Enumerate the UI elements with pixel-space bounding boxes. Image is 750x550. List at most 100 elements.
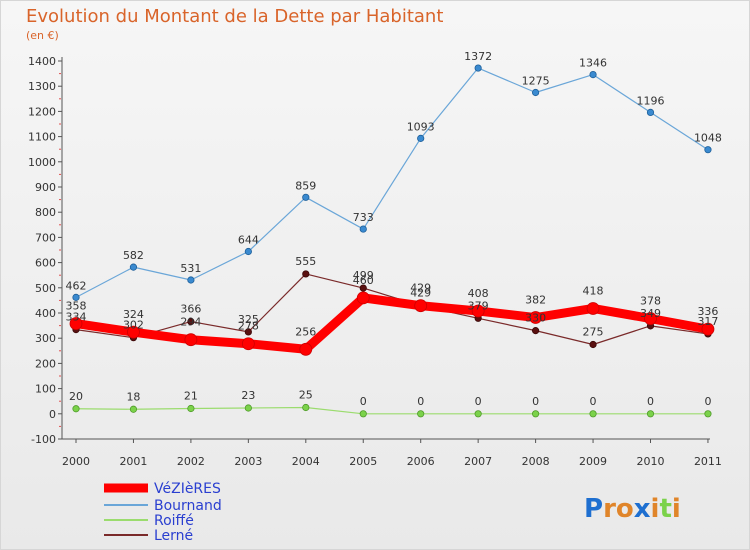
y-tick-label: 1300: [28, 80, 56, 93]
data-point: [589, 71, 597, 79]
y-tick-label: 1400: [28, 55, 56, 68]
axes: -100010020030040050060070080090010001100…: [28, 55, 722, 468]
data-label: 0: [475, 395, 482, 408]
data-point: [302, 193, 310, 201]
y-tick-label: -100: [31, 433, 56, 446]
legend-label: Bournand: [154, 498, 222, 514]
y-tick-label: 600: [35, 257, 56, 270]
data-label: 499: [353, 269, 374, 282]
data-label: 555: [295, 255, 316, 268]
data-label: 1346: [579, 57, 607, 70]
data-point: [701, 322, 715, 336]
x-tick-label: 2006: [407, 455, 435, 468]
series-layer: [69, 64, 715, 418]
data-label: 294: [180, 316, 201, 329]
x-tick-label: 2011: [694, 455, 722, 468]
data-label: 1372: [464, 50, 492, 63]
data-point: [531, 327, 540, 335]
data-point: [646, 410, 655, 418]
data-label: 429: [410, 282, 431, 295]
y-tick-label: 500: [35, 282, 56, 295]
data-label: 1093: [407, 120, 435, 133]
y-tick-label: 200: [35, 357, 56, 370]
x-tick-label: 2009: [579, 455, 607, 468]
x-tick-label: 2002: [177, 455, 205, 468]
x-tick-label: 2004: [292, 455, 320, 468]
x-tick-label: 2010: [637, 455, 665, 468]
data-label: 278: [238, 320, 259, 333]
data-point: [471, 304, 485, 318]
data-point: [531, 88, 540, 97]
data-label: 256: [295, 325, 316, 338]
series-line: [71, 293, 713, 354]
y-tick-label: 1000: [28, 156, 56, 169]
data-label: 317: [697, 315, 718, 328]
series-0: [69, 291, 715, 356]
data-point: [474, 410, 482, 418]
data-label: 0: [532, 395, 539, 408]
legend-label: Lerné: [154, 528, 193, 544]
y-tick-label: 700: [35, 231, 56, 244]
y-tick-label: 100: [35, 383, 56, 396]
data-point: [129, 263, 138, 271]
data-label: 302: [123, 319, 144, 332]
data-point: [359, 225, 367, 233]
y-tick-label: 400: [35, 307, 56, 320]
data-point: [417, 134, 425, 142]
data-point: [244, 404, 252, 412]
legend-label: Roiffé: [154, 513, 194, 529]
x-tick-label: 2008: [522, 455, 550, 468]
proxiti-logo: Proxiti: [584, 494, 681, 524]
data-point: [184, 333, 198, 347]
data-point: [187, 317, 195, 326]
x-tick-label: 2000: [62, 455, 90, 468]
data-label: 18: [126, 390, 140, 403]
data-point: [417, 410, 425, 418]
data-label: 336: [697, 305, 718, 318]
data-point: [531, 410, 540, 418]
data-label: 330: [525, 312, 546, 325]
series-line: [75, 67, 709, 298]
data-label: 1196: [637, 94, 665, 107]
y-tick-label: 0: [49, 408, 56, 421]
data-label: 733: [353, 211, 374, 224]
data-point: [356, 291, 370, 305]
data-label: 644: [238, 234, 259, 247]
data-label: 460: [353, 274, 374, 287]
y-tick-label: 300: [35, 332, 56, 345]
data-label: 378: [640, 295, 661, 308]
data-point: [586, 302, 600, 315]
x-tick-label: 2003: [234, 455, 262, 468]
data-label: 334: [66, 311, 87, 324]
data-point: [589, 410, 597, 418]
data-label: 325: [238, 313, 259, 326]
data-label: 21: [184, 390, 198, 403]
series-line: [75, 273, 709, 346]
data-point: [241, 337, 255, 351]
data-label: 418: [583, 284, 604, 297]
data-label: 25: [299, 389, 313, 402]
data-point: [187, 276, 195, 284]
data-label: 0: [590, 395, 597, 408]
data-point: [302, 270, 310, 278]
data-point: [644, 312, 657, 325]
data-label: 366: [180, 303, 201, 316]
data-point: [704, 146, 712, 154]
logo-text: Proxiti: [584, 494, 681, 524]
x-tick-label: 2005: [349, 455, 377, 468]
data-label: 349: [640, 307, 661, 320]
legend-label: VéZIèRES: [154, 481, 221, 497]
chart-title: Evolution du Montant de la Dette par Hab…: [26, 6, 443, 27]
data-point: [187, 404, 195, 413]
data-label: 379: [468, 299, 489, 312]
y-tick-label: 1100: [28, 131, 56, 144]
data-label: 324: [123, 308, 144, 321]
series-line: [75, 406, 709, 415]
data-label: 462: [66, 279, 87, 292]
data-label: 0: [647, 395, 654, 408]
data-label: 382: [525, 294, 546, 307]
data-label: 275: [583, 326, 604, 339]
